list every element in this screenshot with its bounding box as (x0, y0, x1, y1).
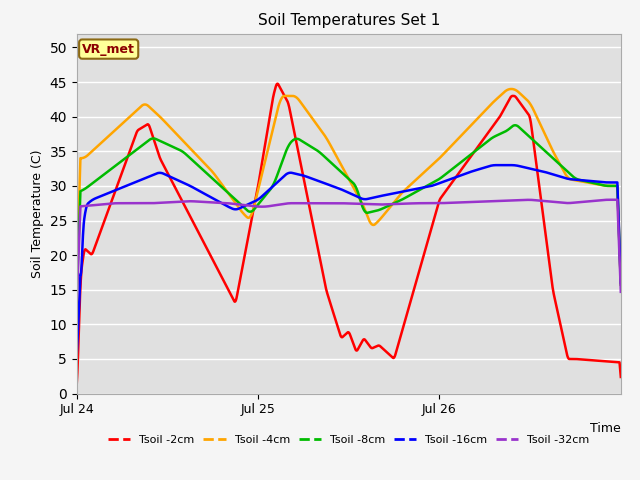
Text: Time: Time (590, 422, 621, 435)
Y-axis label: Soil Temperature (C): Soil Temperature (C) (31, 149, 44, 278)
Title: Soil Temperatures Set 1: Soil Temperatures Set 1 (258, 13, 440, 28)
Legend: Tsoil -2cm, Tsoil -4cm, Tsoil -8cm, Tsoil -16cm, Tsoil -32cm: Tsoil -2cm, Tsoil -4cm, Tsoil -8cm, Tsoi… (104, 431, 594, 449)
Text: VR_met: VR_met (82, 43, 135, 56)
